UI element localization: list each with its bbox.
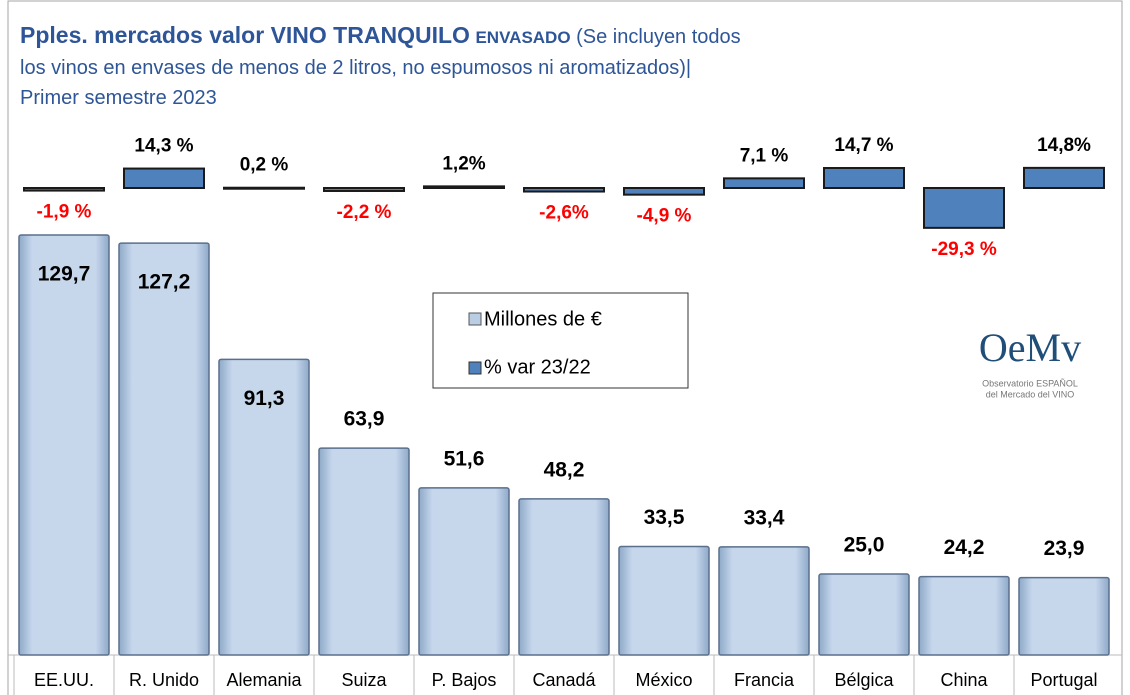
bar bbox=[518, 498, 610, 656]
value-label: 33,5 bbox=[644, 506, 685, 529]
pct-label: 1,2% bbox=[442, 153, 485, 174]
bar bbox=[118, 242, 210, 656]
bar bbox=[418, 487, 510, 656]
pct-label: 14,8% bbox=[1037, 135, 1091, 156]
pct-label: -2,2 % bbox=[337, 202, 392, 223]
pct-bar bbox=[223, 186, 305, 190]
x-tick-label: EE.UU. bbox=[34, 670, 94, 690]
x-tick-label: Portugal bbox=[1030, 670, 1097, 690]
pct-bar bbox=[623, 187, 705, 196]
value-label: 24,2 bbox=[944, 536, 985, 559]
pct-label: 14,3 % bbox=[134, 136, 193, 157]
subtitle: Primer semestre 2023 bbox=[20, 87, 217, 109]
pct-bar bbox=[23, 187, 105, 192]
pct-label: -4,9 % bbox=[637, 206, 692, 227]
bar bbox=[18, 234, 110, 656]
x-tick-label: Francia bbox=[734, 670, 795, 690]
title: Pples. mercados valor VINO TRANQUILO bbox=[20, 22, 470, 48]
legend-label: Millones de € bbox=[484, 308, 602, 330]
pct-bar bbox=[423, 185, 505, 189]
pct-bar bbox=[1023, 166, 1105, 189]
x-tick-label: Suiza bbox=[341, 670, 387, 690]
pct-label: -29,3 % bbox=[931, 239, 997, 260]
bar bbox=[618, 545, 710, 656]
title-suffix: ENVASADO bbox=[475, 28, 571, 47]
note: los vinos en envases de menos de 2 litro… bbox=[20, 57, 692, 79]
pct-bar bbox=[523, 187, 605, 193]
x-tick-label: P. Bajos bbox=[432, 670, 497, 690]
pct-label: 7,1 % bbox=[740, 145, 789, 166]
x-tick-label: Bélgica bbox=[834, 670, 894, 690]
pct-bar bbox=[823, 167, 905, 189]
bar bbox=[318, 447, 410, 656]
legend-swatch bbox=[468, 312, 482, 326]
legend-swatch bbox=[468, 361, 482, 375]
pct-label: 14,7 % bbox=[834, 135, 893, 156]
pct-bar bbox=[323, 187, 405, 192]
logo-mark: OeMv bbox=[979, 325, 1081, 370]
value-label: 129,7 bbox=[38, 263, 91, 286]
x-tick-label: México bbox=[635, 670, 692, 690]
pct-label: 0,2 % bbox=[240, 155, 289, 176]
x-tick-label: China bbox=[940, 670, 988, 690]
x-tick-label: R. Unido bbox=[129, 670, 199, 690]
frame bbox=[7, 0, 1123, 695]
logo-text: del Mercado del VINO bbox=[986, 389, 1075, 399]
bar bbox=[218, 358, 310, 656]
value-label: 51,6 bbox=[444, 447, 485, 470]
bar bbox=[1018, 576, 1110, 656]
value-label: 127,2 bbox=[138, 271, 191, 294]
value-label: 33,4 bbox=[744, 506, 785, 529]
value-label: 48,2 bbox=[544, 458, 585, 481]
bar bbox=[818, 573, 910, 656]
header: Pples. mercados valor VINO TRANQUILO ENV… bbox=[20, 20, 741, 113]
legend-label: % var 23/22 bbox=[484, 356, 591, 378]
note: (Se incluyen todos bbox=[576, 26, 741, 48]
pct-bar bbox=[723, 177, 805, 189]
value-label: 23,9 bbox=[1044, 537, 1085, 560]
value-label: 25,0 bbox=[844, 534, 885, 557]
pct-label: -2,6% bbox=[539, 203, 589, 224]
x-tick-label: Alemania bbox=[226, 670, 302, 690]
value-label: 91,3 bbox=[244, 387, 285, 410]
logo-text: Observatorio ESPAÑOL bbox=[982, 378, 1078, 388]
bar bbox=[918, 575, 1010, 656]
pct-label: -1,9 % bbox=[37, 202, 92, 223]
x-tick-label: Canadá bbox=[532, 670, 596, 690]
value-label: 63,9 bbox=[344, 408, 385, 431]
pct-bar bbox=[923, 187, 1005, 229]
bar bbox=[718, 546, 810, 656]
pct-bar bbox=[123, 167, 205, 190]
